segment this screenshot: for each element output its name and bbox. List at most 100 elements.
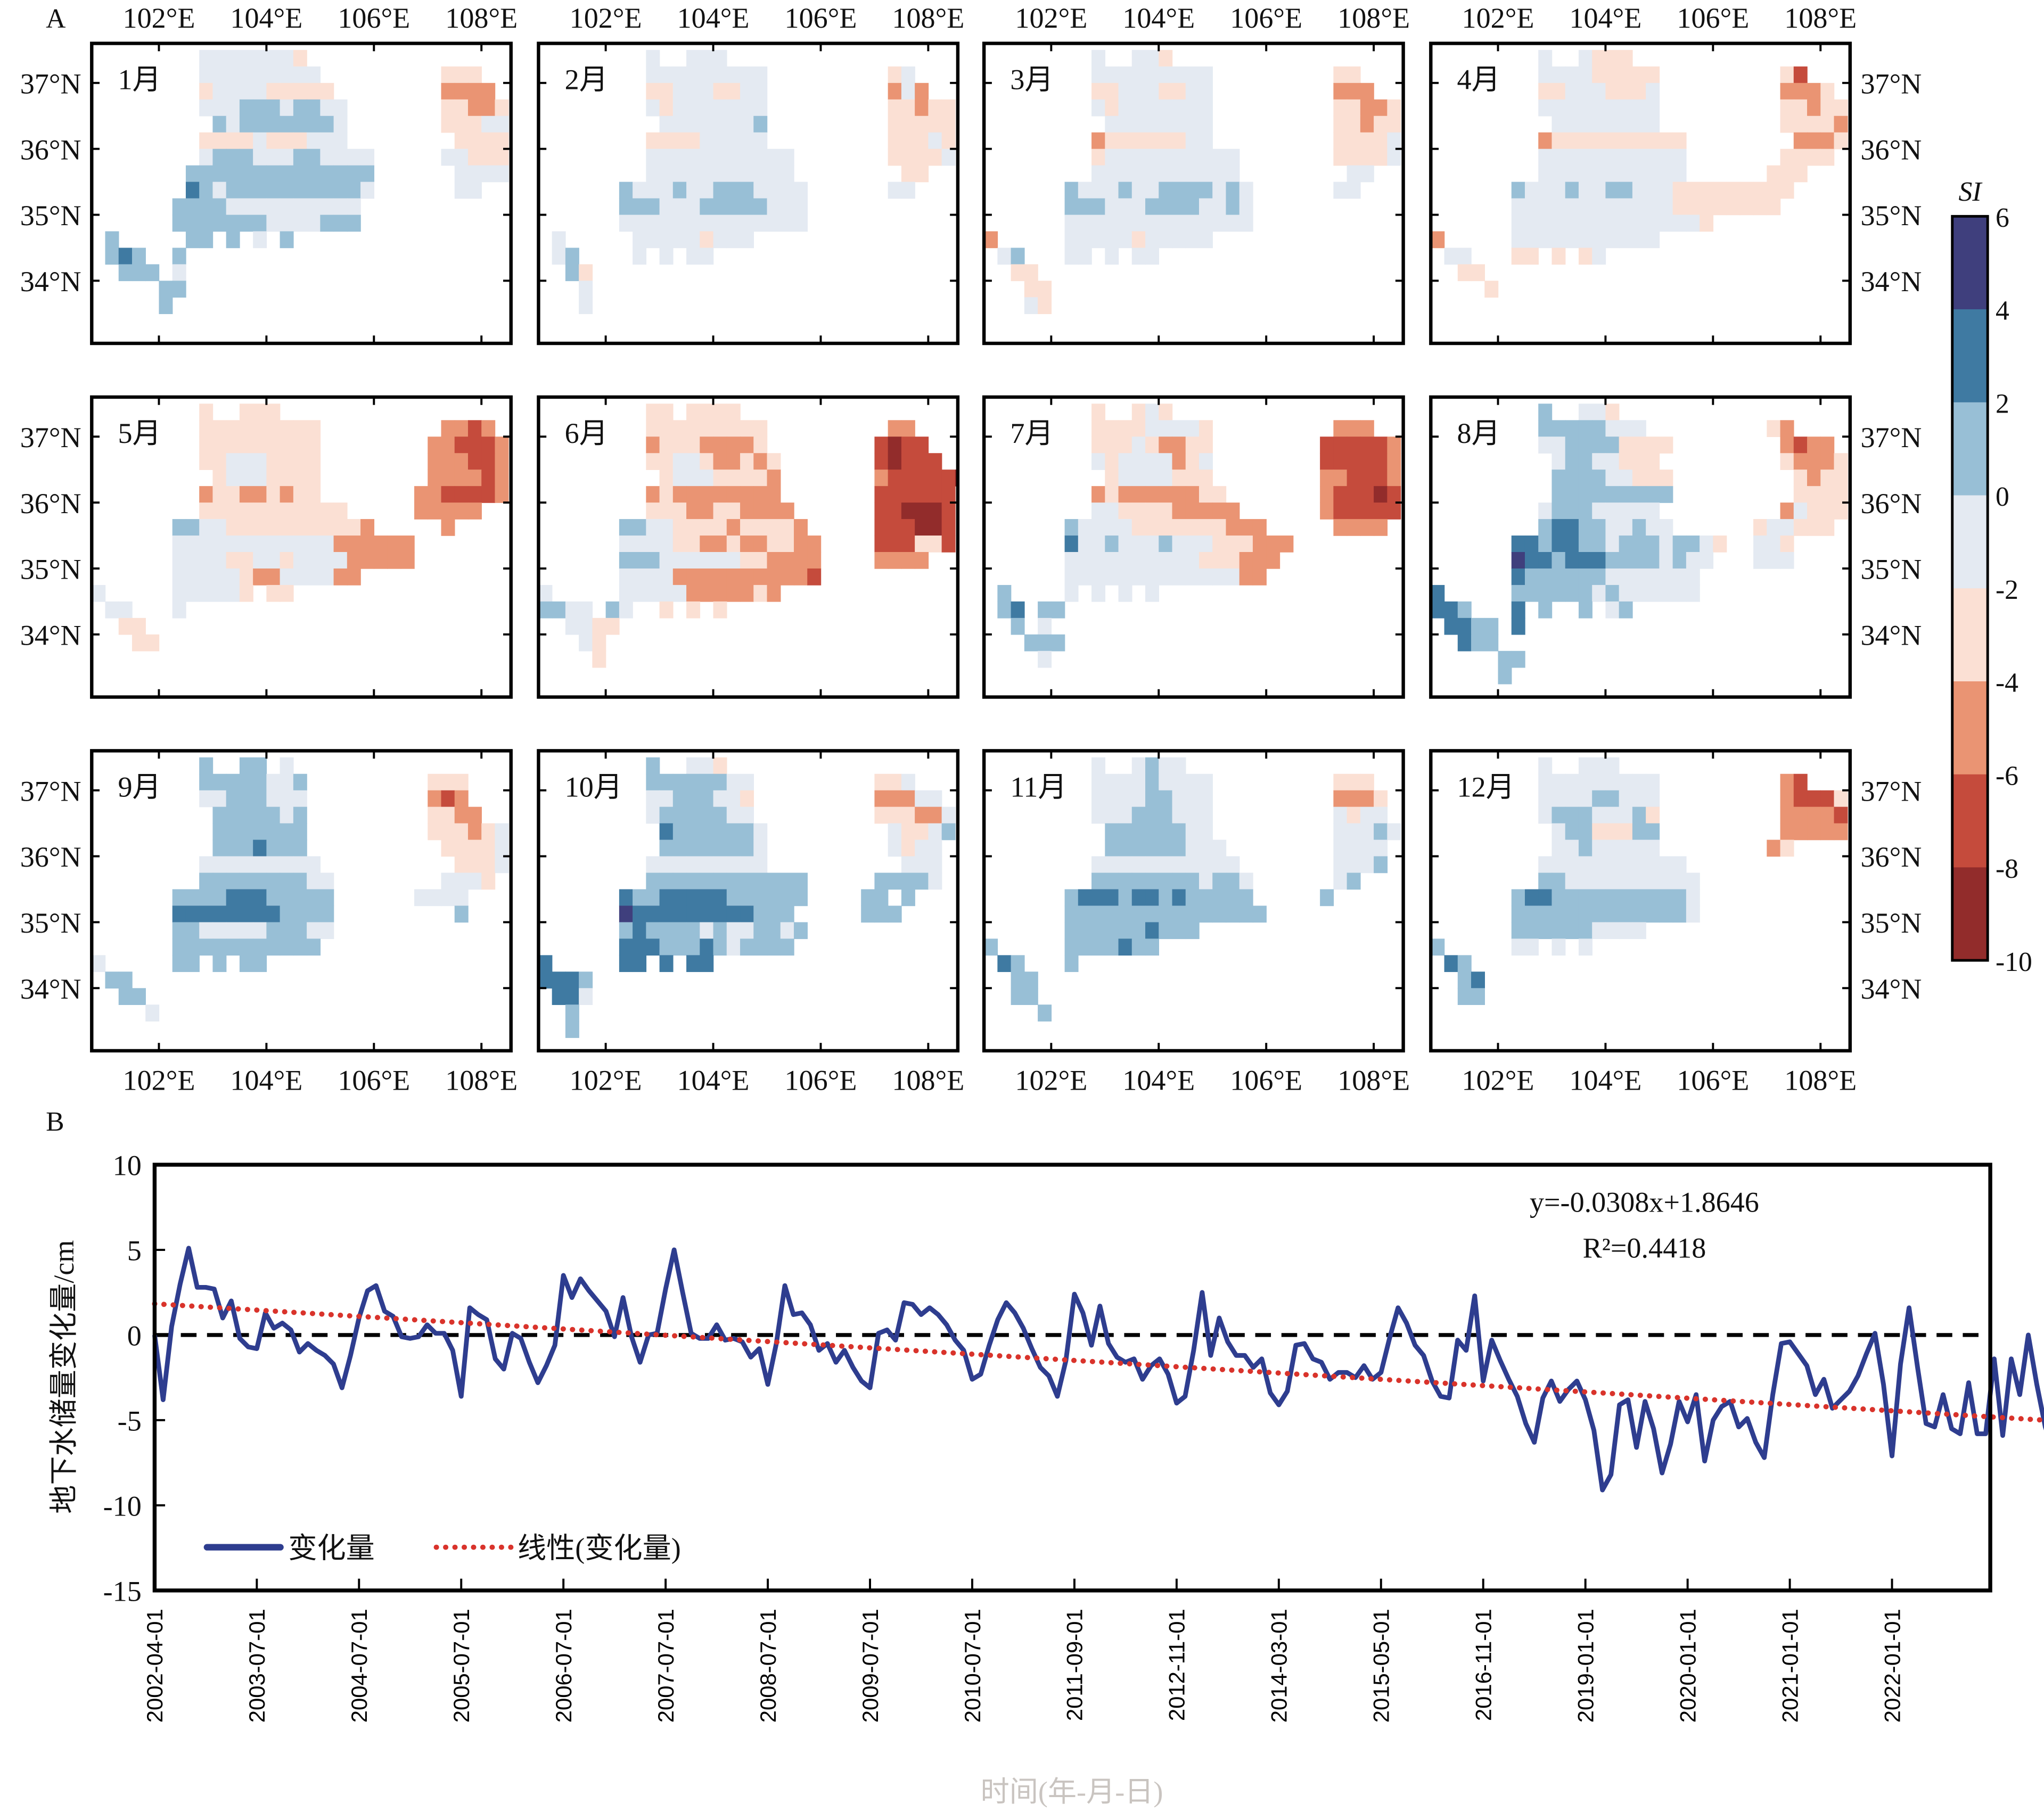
map-cell — [1713, 536, 1727, 553]
map-cell — [1374, 519, 1388, 536]
map-cell — [1632, 420, 1646, 437]
map-cell — [1185, 790, 1200, 808]
map-cell — [646, 922, 660, 940]
map-cell — [646, 436, 660, 454]
map-cell — [713, 165, 727, 183]
map-cell — [1619, 601, 1633, 619]
map-cell — [280, 470, 294, 487]
map-cell — [700, 584, 714, 602]
map-cell — [280, 215, 294, 232]
map-cell — [740, 503, 754, 520]
map-cell — [1565, 856, 1579, 874]
map-cell — [1565, 99, 1579, 117]
map-cell — [659, 165, 674, 183]
map-cell — [1565, 453, 1579, 470]
map-cell — [1538, 806, 1553, 824]
map-cell — [928, 149, 942, 166]
map-cell — [1807, 806, 1821, 824]
map-cell — [1686, 872, 1700, 890]
map-cell — [1024, 988, 1038, 1005]
map-cell — [592, 634, 606, 652]
map-cell — [239, 149, 253, 166]
map-cell — [495, 99, 509, 117]
map-cell — [1632, 872, 1646, 890]
colorbar-tick-label: 4 — [1996, 296, 2009, 326]
map-cell — [253, 955, 267, 973]
map-cell — [1619, 83, 1633, 100]
map-cell — [1024, 297, 1038, 315]
map-cell — [1091, 165, 1106, 183]
colorbar-tick-label: 6 — [1996, 203, 2009, 233]
map-cell — [700, 856, 714, 874]
map-cell — [280, 198, 294, 216]
map-cell — [1578, 149, 1592, 166]
map-cell — [780, 905, 794, 923]
map-cell — [441, 453, 455, 470]
map-cell — [726, 116, 741, 133]
map-cell — [1605, 856, 1620, 874]
map-cell — [239, 889, 253, 907]
map-cell — [700, 66, 714, 84]
lat-tick-label: 37°N — [1860, 775, 1922, 807]
map-cell — [226, 790, 240, 808]
map-cell — [1145, 231, 1159, 249]
map-cell — [1592, 248, 1606, 265]
map-cell — [915, 453, 929, 470]
map-cell — [172, 519, 186, 536]
map-cell — [1333, 149, 1348, 166]
map-cell — [1632, 66, 1646, 84]
map-cell — [118, 617, 133, 635]
map-cell — [726, 470, 741, 487]
map-cell — [672, 552, 687, 569]
x-tick-label: 2006-07-01 — [551, 1609, 576, 1723]
map-cell — [199, 50, 214, 67]
map-cell — [1686, 198, 1700, 216]
map-cell — [253, 116, 267, 133]
map-cell — [199, 453, 214, 470]
map-cell — [659, 806, 674, 824]
map-cell — [307, 132, 321, 150]
map-cell — [266, 536, 281, 553]
map-cell — [253, 856, 267, 874]
map-cell — [1091, 519, 1106, 536]
map-cell — [1820, 453, 1835, 470]
map-cell — [1686, 584, 1700, 602]
map-cell — [1686, 215, 1700, 232]
map-cell — [874, 519, 889, 536]
map-cell — [659, 486, 674, 503]
map-cell — [1226, 198, 1240, 216]
map-cell — [1444, 601, 1458, 619]
map-cell — [266, 823, 281, 841]
map-cell — [1552, 806, 1566, 824]
map-cell — [1578, 584, 1592, 602]
map-cell — [239, 773, 253, 791]
map-cell — [767, 584, 781, 602]
map-cell — [495, 453, 509, 470]
map-cell — [1105, 839, 1119, 857]
map-cell — [1565, 198, 1579, 216]
map-cell — [1145, 453, 1159, 470]
map-cell — [659, 215, 674, 232]
map-cell — [1091, 436, 1106, 454]
map-cell — [1592, 503, 1606, 520]
map-cell — [646, 872, 660, 890]
map-cell — [740, 420, 754, 437]
map-cell — [1091, 568, 1106, 586]
map-cell — [280, 182, 294, 199]
map-cell — [1552, 922, 1566, 940]
map-cell — [740, 83, 754, 100]
x-tick-label: 2019-01-01 — [1573, 1609, 1598, 1723]
map-cell — [713, 486, 727, 503]
map-cell — [1011, 971, 1025, 989]
map-cell — [672, 519, 687, 536]
map-cell — [552, 601, 566, 619]
map-cell — [1091, 453, 1106, 470]
map-cell — [1212, 165, 1227, 183]
map-cell — [1131, 403, 1146, 421]
map-cell — [1767, 536, 1781, 553]
lon-tick-label: 104°E — [677, 1065, 750, 1097]
map-cell — [1011, 955, 1025, 973]
map-cell — [1064, 584, 1079, 602]
map-cell — [293, 889, 307, 907]
map-cell — [1592, 922, 1606, 940]
